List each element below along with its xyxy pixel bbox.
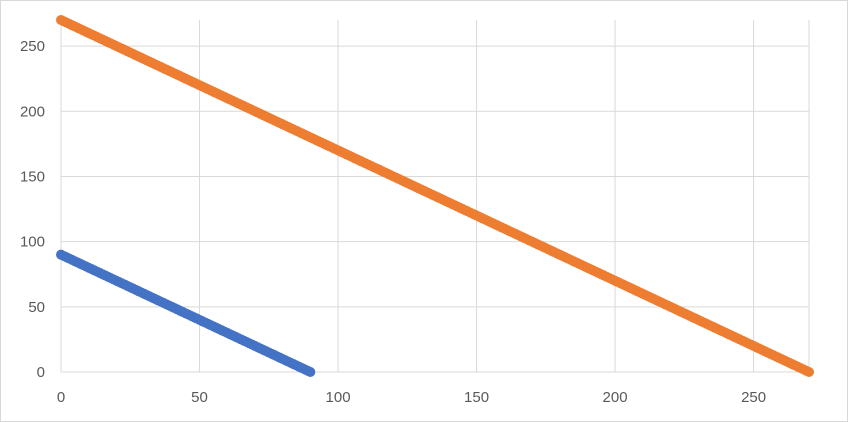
x-tick-label: 150 (464, 389, 489, 406)
axes (60, 20, 809, 373)
y-tick-label: 200 (20, 103, 45, 120)
y-tick-label: 50 (28, 299, 45, 316)
data-point (804, 367, 814, 377)
gridlines (61, 20, 810, 372)
y-tick-label: 0 (37, 364, 45, 381)
y-tick-label: 250 (20, 38, 45, 55)
data-point (305, 367, 316, 377)
y-tick-labels: 0 50 100 150 200 250 (20, 38, 45, 381)
x-tick-label: 0 (57, 389, 65, 406)
x-tick-label: 250 (741, 389, 766, 406)
x-tick-label: 50 (191, 389, 208, 406)
x-tick-label: 200 (603, 389, 628, 406)
series-orange (56, 15, 814, 377)
y-tick-label: 100 (20, 234, 45, 251)
y-tick-label: 150 (20, 168, 45, 185)
x-tick-labels: 0 50 100 150 200 250 (57, 389, 766, 406)
series-blue (56, 249, 316, 377)
x-tick-label: 100 (326, 389, 351, 406)
